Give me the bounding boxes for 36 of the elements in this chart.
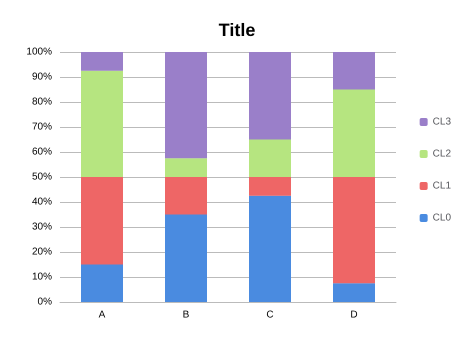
bar <box>165 52 207 158</box>
chart-title: Title <box>218 20 256 40</box>
bar <box>81 70 123 177</box>
y-tick-label: 60% <box>32 146 52 158</box>
y-tick-label: 100% <box>26 46 52 58</box>
bar <box>249 52 291 140</box>
y-tick-label: 70% <box>32 122 52 132</box>
y-tick-label: 20% <box>32 246 52 258</box>
x-tick-label: D <box>350 310 358 320</box>
bar <box>165 214 207 302</box>
bar <box>165 158 207 177</box>
legend-label: CL2 <box>432 148 452 160</box>
y-tick-label: 80% <box>32 96 52 108</box>
bar <box>333 52 375 90</box>
x-tick-label: C <box>266 310 274 320</box>
legend-label: CL3 <box>432 116 452 128</box>
bar <box>249 140 291 177</box>
y-tick-label: 0% <box>38 296 52 308</box>
bar <box>165 177 207 214</box>
bar <box>81 177 123 264</box>
bar <box>249 177 291 196</box>
bar <box>333 90 375 177</box>
y-tick-label: 90% <box>32 72 52 82</box>
y-tick-label: 50% <box>32 172 52 182</box>
y-tick-label: 40% <box>32 196 52 208</box>
legend-label: CL0 <box>432 212 452 224</box>
bar <box>333 177 375 284</box>
x-tick-label: B <box>182 310 190 320</box>
y-tick-label: 10% <box>32 272 52 282</box>
x-tick-label: A <box>98 310 106 320</box>
bar <box>249 196 291 302</box>
bar <box>81 52 123 71</box>
y-tick-label: 30% <box>32 222 52 232</box>
bar <box>81 264 123 302</box>
bar <box>333 283 375 302</box>
legend-label: CL1 <box>432 180 452 192</box>
